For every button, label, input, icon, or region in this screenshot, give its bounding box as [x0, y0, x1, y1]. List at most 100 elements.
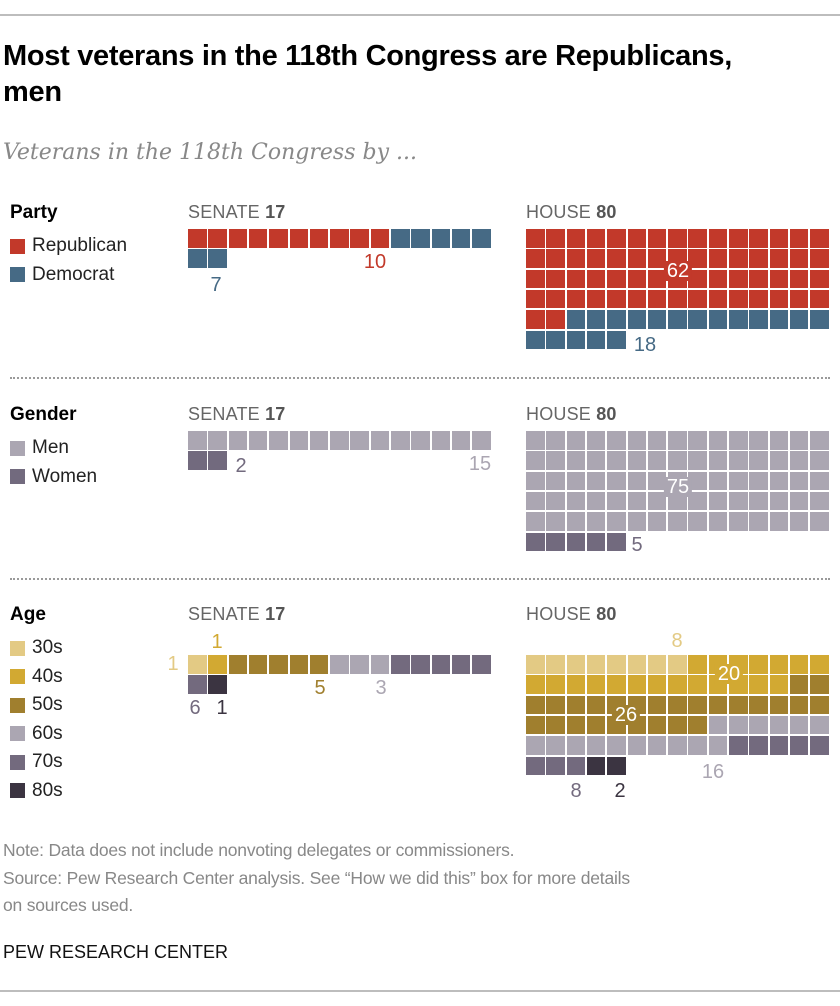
waffle-cell-republican	[350, 229, 369, 248]
legend-label: Republican	[32, 235, 128, 256]
value-label: 20	[714, 664, 744, 684]
waffle-cell-men	[789, 512, 809, 531]
waffle-cell-70s	[729, 736, 748, 755]
waffle-cell-republican	[228, 229, 248, 248]
waffle-cell-republican	[769, 229, 789, 248]
waffle-cell-republican	[627, 269, 647, 289]
legend-label: 60s	[32, 722, 63, 744]
legend-swatch	[10, 754, 25, 770]
waffle-cell-men	[309, 431, 329, 450]
waffle-cell-republican	[607, 269, 626, 289]
waffle-cell-60s	[729, 715, 748, 735]
waffle-cell-70s	[769, 736, 789, 755]
waffle-cell-70s	[566, 756, 586, 776]
chamber-header: HOUSE 80	[526, 604, 617, 625]
waffle-cell-republican	[269, 229, 288, 248]
waffle-cell-50s	[688, 715, 707, 735]
chamber-total: 17	[265, 604, 286, 624]
waffle-cell-40s	[769, 655, 789, 674]
waffle-cell-men	[370, 431, 390, 450]
waffle-cell-women	[188, 451, 207, 470]
waffle-cell-republican	[789, 249, 809, 268]
brand-name: PEW RESEARCH CENTER	[3, 942, 229, 962]
waffle-cell-40s	[749, 675, 768, 694]
source-continued: on sources used.	[3, 895, 134, 915]
waffle-cell-60s	[546, 736, 565, 755]
waffle-cell-60s	[708, 736, 728, 755]
waffle-cell-50s	[789, 675, 809, 694]
waffle-cell-30s	[668, 655, 687, 674]
source: Source: Pew Research Center analysis. Se…	[3, 868, 630, 888]
legend-label: 50s	[32, 694, 63, 715]
legend-label: Democrat	[32, 263, 115, 285]
waffle-cell-70s	[431, 655, 451, 674]
waffle-cell-70s	[411, 655, 430, 674]
waffle-cell-men	[769, 512, 789, 531]
waffle-cell-men	[546, 471, 565, 491]
waffle-cell-men	[289, 431, 309, 450]
chamber-total: 17	[265, 404, 286, 424]
legend-swatch	[10, 238, 25, 254]
waffle-cell-men	[729, 471, 748, 491]
waffle-cell-30s	[526, 655, 545, 674]
waffle-cell-60s	[647, 736, 667, 755]
chamber-header: SENATE 17	[188, 202, 286, 223]
waffle-cell-70s	[188, 675, 207, 694]
legend-swatch	[10, 267, 25, 282]
waffle-cell-30s	[566, 655, 586, 674]
waffle-cell-republican	[566, 269, 586, 289]
waffle-cell-men	[627, 512, 647, 531]
waffle-cell-democrat	[411, 229, 430, 248]
waffle-cell-50s	[309, 655, 329, 674]
waffle-cell-republican	[647, 249, 667, 268]
section-title: Age	[10, 604, 46, 625]
waffle-cell-60s	[668, 736, 687, 755]
waffle-cell-republican	[688, 289, 707, 309]
waffle-cell-republican	[526, 310, 545, 329]
legend-label: 70s	[32, 751, 63, 772]
waffle-cell-republican	[729, 289, 748, 309]
waffle-cell-republican	[810, 289, 829, 309]
waffle-cell-men	[729, 512, 748, 531]
waffle-cell-democrat	[586, 310, 606, 329]
waffle-cell-men	[647, 471, 667, 491]
waffle-cell-republican	[586, 249, 606, 268]
waffle-cell-60s	[607, 736, 626, 755]
top-rule	[0, 14, 840, 16]
waffle-cell-70s	[789, 736, 809, 755]
waffle-cell-70s	[526, 756, 545, 776]
waffle-cell-men	[810, 491, 829, 511]
waffle-cell-men	[769, 451, 789, 470]
waffle-cell-men	[708, 471, 728, 491]
waffle-cell-50s	[647, 715, 667, 735]
value-label: 1	[167, 653, 179, 675]
waffle-cell-60s	[627, 736, 647, 755]
waffle-cell-men	[526, 471, 545, 491]
waffle-cell-30s	[546, 655, 565, 674]
waffle-cell-40s	[526, 675, 545, 694]
chamber-name: SENATE	[188, 202, 260, 222]
waffle-cell-men	[431, 431, 451, 450]
waffle-cell-republican	[708, 269, 728, 289]
waffle-cell-men	[451, 431, 471, 450]
waffle-cell-60s	[708, 715, 728, 735]
waffle-cell-60s	[566, 736, 586, 755]
waffle-cell-men	[586, 431, 606, 450]
waffle-cell-republican	[647, 289, 667, 309]
waffle-cell-50s	[769, 695, 789, 715]
waffle-cell-republican	[208, 229, 227, 248]
waffle-cell-republican	[627, 249, 647, 268]
value-label: 62	[663, 261, 693, 281]
legend-item: 80s	[10, 779, 63, 803]
value-label: 26	[611, 705, 641, 725]
waffle-cell-republican	[688, 249, 707, 268]
waffle-cell-men	[688, 451, 707, 470]
waffle-cell-republican	[546, 249, 565, 268]
waffle-cell-30s	[607, 655, 626, 674]
waffle-cell-republican	[289, 229, 309, 248]
waffle-cell-women	[526, 532, 545, 552]
chamber-name: SENATE	[188, 404, 260, 424]
waffle-cell-60s	[330, 655, 349, 674]
waffle-cell-70s	[472, 655, 491, 674]
